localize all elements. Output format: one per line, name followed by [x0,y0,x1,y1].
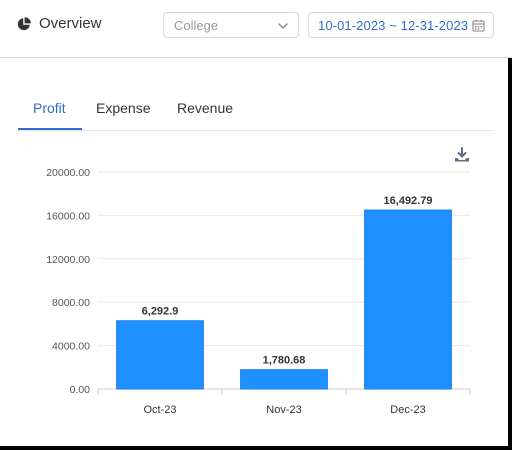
y-tick-label: 16000.00 [46,210,90,222]
active-tab-indicator [18,128,82,130]
bar-value-label: 6,292.9 [142,306,179,318]
x-tick-label: Oct-23 [143,404,176,416]
overview-header: Overview College 10-01-2023 ~ 12-31-2023 [0,0,512,57]
y-tick-label: 12000.00 [46,254,90,266]
x-tick-label: Nov-23 [266,404,301,416]
y-tick-label: 20000.00 [46,167,90,179]
y-tick-label: 8000.00 [52,297,90,309]
profit-bar-chart: 0.00 4000.00 8000.00 12000.00 16000.00 20000.… [46,167,471,416]
date-range-value: 10-01-2023 ~ 12-31-2023 [318,17,469,33]
select-value: College [174,17,219,33]
date-range-picker[interactable]: 10-01-2023 ~ 12-31-2023 [308,12,494,38]
chevron-down-icon [277,19,289,31]
tab-bar: Profit Expense Revenue [18,100,494,131]
window-bottom-border [0,446,512,450]
tab-profit[interactable]: Profit [33,100,66,116]
y-tick-label: 0.00 [70,384,91,396]
bar-value-label: 1,780.68 [263,355,306,367]
calendar-icon [472,19,485,32]
window-right-border [508,58,512,450]
bar [116,320,204,390]
y-tick-label: 4000.00 [52,341,90,353]
tab-revenue[interactable]: Revenue [177,100,234,116]
tabs-divider [18,130,494,131]
bar [240,369,328,390]
overview-title: Overview [17,15,102,32]
page-title: Overview [39,15,102,32]
pie-chart-icon [17,16,31,31]
bar [364,209,452,390]
profit-chart: 0.00 4000.00 8000.00 12000.00 16000.00 20000.… [0,160,512,435]
bar-value-label: 16,492.79 [384,195,433,207]
download-icon[interactable] [454,147,470,163]
college-select[interactable]: College [163,12,299,38]
header-divider [0,57,512,58]
tab-expense[interactable]: Expense [96,100,151,116]
x-tick-label: Dec-23 [390,404,425,416]
